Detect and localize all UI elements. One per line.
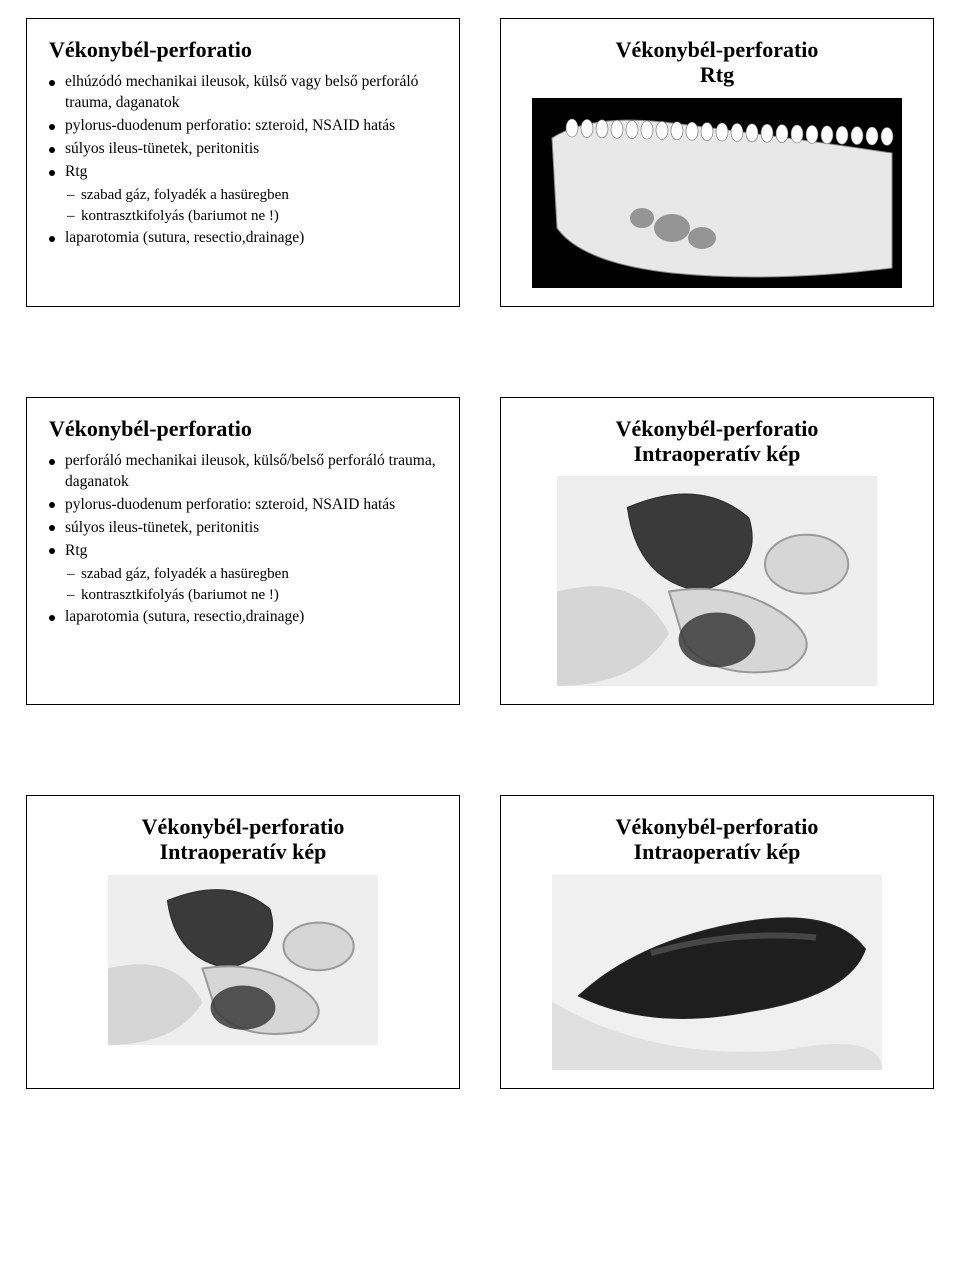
slide-5-title-l1: Vékonybél-perforatio xyxy=(142,814,345,839)
list-item: Rtg xyxy=(49,162,441,183)
slide-6-title-l2: Intraoperatív kép xyxy=(634,839,801,864)
slide-1-bullets: elhúzódó mechanikai ileusok, külső vagy … xyxy=(45,72,441,249)
slide-1-sublist: szabad gáz, folyadék a hasüregben kontra… xyxy=(49,185,441,227)
slide-3-title: Vékonybél-perforatio xyxy=(49,416,441,441)
slide-2-image-wrap xyxy=(519,98,915,288)
slide-6-title-l1: Vékonybél-perforatio xyxy=(616,814,819,839)
slide-grid: Vékonybél-perforatio elhúzódó mechanikai… xyxy=(26,18,934,1089)
list-item: súlyos ileus-tünetek, peritonitis xyxy=(49,518,441,539)
list-item: pylorus-duodenum perforatio: szteroid, N… xyxy=(49,495,441,516)
list-item: kontrasztkifolyás (bariumot ne !) xyxy=(67,206,441,226)
slide-4-image-wrap xyxy=(519,476,915,686)
slide-6-image-wrap xyxy=(519,875,915,1070)
xray-image xyxy=(532,98,902,288)
slide-2-title: Vékonybél-perforatio Rtg xyxy=(519,37,915,88)
list-item: súlyos ileus-tünetek, peritonitis xyxy=(49,139,441,160)
slide-4-title-l1: Vékonybél-perforatio xyxy=(616,416,819,441)
slide-4-title-l2: Intraoperatív kép xyxy=(634,441,801,466)
slide-3-bullets: perforáló mechanikai ileusok, külső/bels… xyxy=(45,451,441,628)
slide-5-title: Vékonybél-perforatio Intraoperatív kép xyxy=(45,814,441,865)
slide-3: Vékonybél-perforatio perforáló mechanika… xyxy=(26,397,460,706)
list-item: Rtg xyxy=(49,541,441,562)
slide-6: Vékonybél-perforatio Intraoperatív kép xyxy=(500,795,934,1089)
slide-4: Vékonybél-perforatio Intraoperatív kép xyxy=(500,397,934,706)
list-item: perforáló mechanikai ileusok, külső/bels… xyxy=(49,451,441,493)
slide-2-title-l2: Rtg xyxy=(700,62,734,87)
slide-2: Vékonybél-perforatio Rtg xyxy=(500,18,934,307)
slide-6-title: Vékonybél-perforatio Intraoperatív kép xyxy=(519,814,915,865)
list-item: laparotomia (sutura, resectio,drainage) xyxy=(49,228,441,249)
list-item: pylorus-duodenum perforatio: szteroid, N… xyxy=(49,116,441,137)
slide-1-title: Vékonybél-perforatio xyxy=(49,37,441,62)
list-item: kontrasztkifolyás (bariumot ne !) xyxy=(67,585,441,605)
slide-1: Vékonybél-perforatio elhúzódó mechanikai… xyxy=(26,18,460,307)
list-item: szabad gáz, folyadék a hasüregben xyxy=(67,185,441,205)
slide-5-title-l2: Intraoperatív kép xyxy=(160,839,327,864)
surgery-image xyxy=(557,476,877,686)
list-item: szabad gáz, folyadék a hasüregben xyxy=(67,564,441,584)
surgery-image xyxy=(552,875,882,1070)
slide-2-title-l1: Vékonybél-perforatio xyxy=(616,37,819,62)
surgery-image xyxy=(108,875,378,1045)
slide-4-title: Vékonybél-perforatio Intraoperatív kép xyxy=(519,416,915,467)
slide-5-image-wrap xyxy=(45,875,441,1045)
slide-5: Vékonybél-perforatio Intraoperatív kép xyxy=(26,795,460,1089)
list-item: laparotomia (sutura, resectio,drainage) xyxy=(49,607,441,628)
slide-3-sublist: szabad gáz, folyadék a hasüregben kontra… xyxy=(49,564,441,606)
list-item: elhúzódó mechanikai ileusok, külső vagy … xyxy=(49,72,441,114)
